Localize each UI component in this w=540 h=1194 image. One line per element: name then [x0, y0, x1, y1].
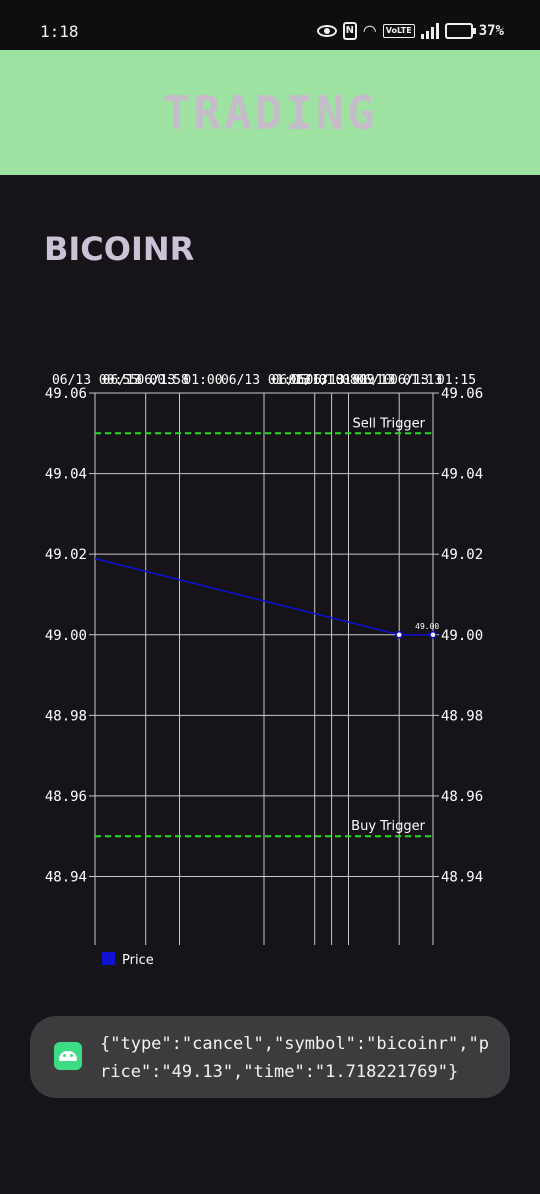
price-point [429, 631, 437, 639]
x-tick-label: 06/13 01:13 [356, 373, 442, 388]
status-bar: 1:18 N ◠ VoLTE 37% [0, 0, 540, 50]
y-tick-label-right: 48.96 [441, 789, 483, 805]
price-point [395, 631, 403, 639]
nfc-icon: N [342, 22, 357, 40]
y-tick-label-right: 49.04 [441, 467, 483, 483]
signal-icon [420, 23, 439, 39]
x-tick-label: 06/13 01:08 [272, 373, 358, 388]
x-tick-label: 06/13 01:10 [305, 373, 391, 388]
app-bar: TRADING [0, 50, 540, 175]
app-title: TRADING [162, 85, 378, 140]
toast-message: {"type":"cancel","symbol":"bicoinr","pri… [100, 1034, 489, 1082]
legend-swatch [102, 952, 115, 965]
x-tick-label: 06/13 01:09 [289, 373, 375, 388]
wifi-icon: ◠ [362, 21, 377, 40]
reference-line-label: Sell Trigger [353, 416, 426, 431]
y-tick-label-right: 49.00 [441, 628, 483, 644]
status-icons: N ◠ VoLTE 37% [316, 20, 504, 42]
symbol-title: BICOINR [44, 230, 195, 268]
y-tick-label-left: 48.94 [45, 870, 87, 886]
y-tick-label-left: 48.96 [45, 789, 87, 805]
y-tick-label-left: 48.98 [45, 708, 87, 724]
volte-badge: VoLTE [382, 24, 415, 38]
y-tick-label-right: 49.06 [441, 386, 483, 402]
eye-icon [316, 25, 337, 37]
status-time: 1:18 [40, 22, 79, 41]
y-tick-label-left: 49.04 [45, 467, 87, 483]
y-tick-label-right: 49.02 [441, 547, 483, 563]
data-label: 49.00 [415, 622, 439, 631]
android-icon [54, 1042, 82, 1070]
x-tick-label: 06/13 00:55 [52, 373, 138, 388]
y-tick-label-right: 48.94 [441, 870, 483, 886]
legend-label: Price [122, 953, 154, 968]
battery-level: 37% [478, 23, 504, 39]
reference-line-label: Buy Trigger [351, 819, 425, 834]
y-tick-label-left: 49.00 [45, 628, 87, 644]
toast-notification: {"type":"cancel","symbol":"bicoinr","pri… [30, 1016, 510, 1098]
y-tick-label-left: 49.02 [45, 547, 87, 563]
battery-icon [444, 23, 476, 39]
price-series-line [95, 557, 433, 636]
y-tick-label-left: 49.06 [45, 386, 87, 402]
x-tick-label: 06/13 01:15 [390, 373, 476, 388]
x-tick-label: 06/13 00:58 [103, 373, 189, 388]
x-tick-label: 06/13 01:05 [221, 373, 307, 388]
y-tick-label-right: 48.98 [441, 708, 483, 724]
x-tick-label: 06/13 01:00 [136, 373, 222, 388]
